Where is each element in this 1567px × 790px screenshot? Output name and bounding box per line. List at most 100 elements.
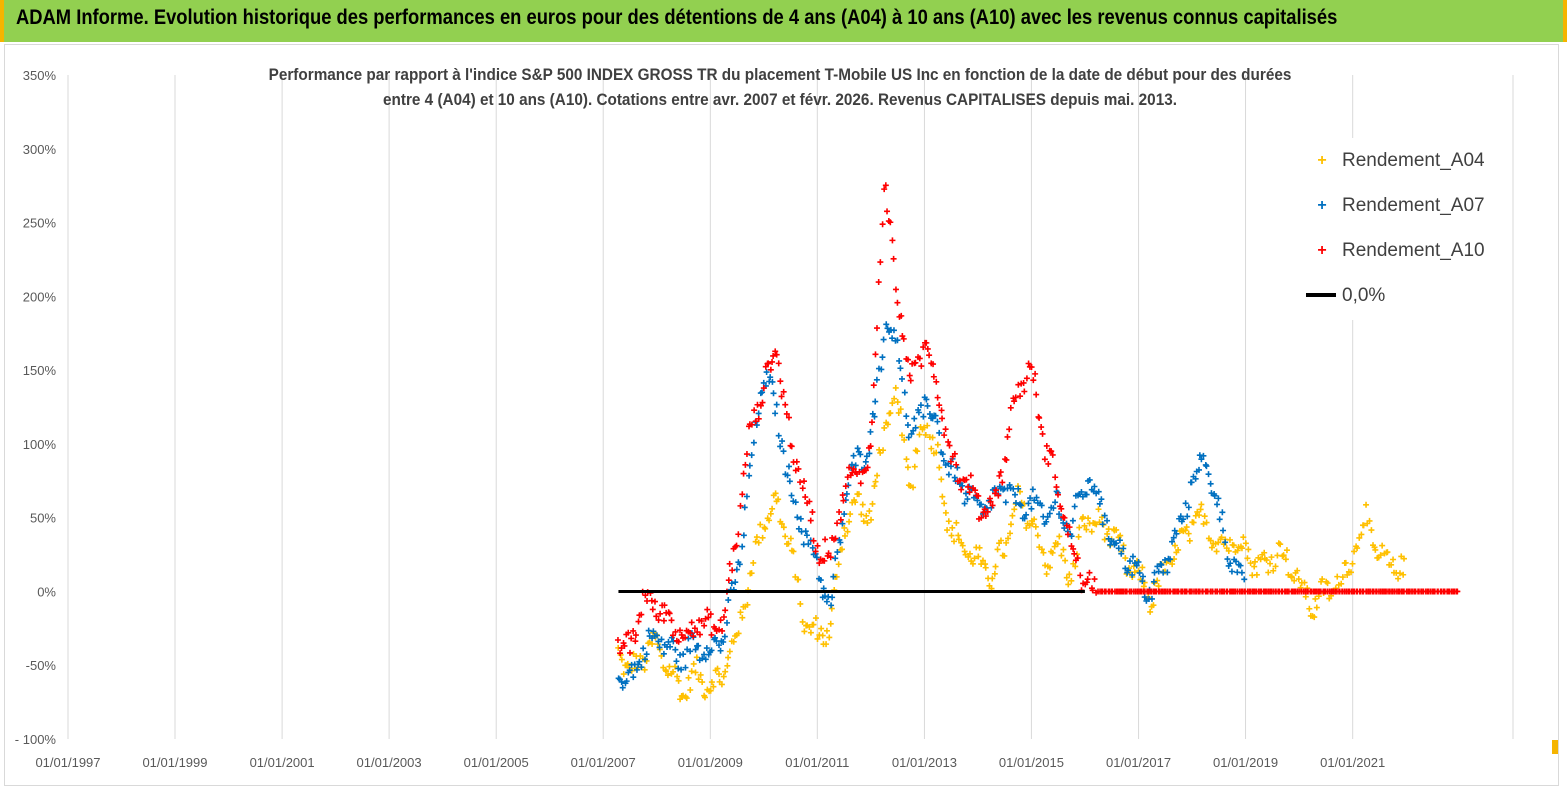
x-tick-label: 01/01/2001	[250, 755, 315, 770]
series-point	[1219, 509, 1226, 516]
series-point	[683, 695, 690, 702]
series-point	[1038, 502, 1045, 509]
series-point	[997, 537, 1004, 544]
series-point	[630, 627, 637, 634]
series-point	[1454, 588, 1461, 595]
series-point	[736, 561, 743, 568]
series-point	[941, 500, 948, 507]
series-point	[722, 668, 729, 675]
series-point	[1311, 614, 1318, 621]
y-tick-label: 100%	[23, 437, 57, 452]
series-point	[946, 442, 953, 449]
series-point	[1021, 388, 1028, 395]
series-point	[790, 548, 797, 555]
series-point	[767, 374, 774, 381]
series-point	[962, 490, 969, 497]
series-point	[1083, 579, 1090, 586]
series-point	[1358, 531, 1365, 538]
legend-marker-a04: +	[1317, 152, 1327, 169]
series-point	[819, 632, 826, 639]
series-point	[996, 472, 1003, 479]
series-point	[917, 402, 924, 409]
series-point	[1023, 525, 1030, 532]
series-point	[896, 357, 903, 364]
series-point	[938, 476, 945, 483]
series-point	[770, 352, 777, 359]
series-point	[687, 687, 694, 694]
series-point	[1188, 479, 1195, 486]
series-point	[1012, 491, 1019, 498]
series-point	[1148, 595, 1155, 602]
series-point	[772, 410, 779, 417]
legend-item-a07: + Rendement_A07	[1292, 191, 1492, 221]
series-point	[1043, 442, 1050, 449]
series-point	[1011, 398, 1018, 405]
series-point	[743, 451, 750, 458]
series-point	[890, 255, 897, 262]
series-point	[1032, 370, 1039, 377]
series-point	[1351, 548, 1358, 555]
series-point	[705, 614, 712, 621]
series-point	[1074, 555, 1081, 562]
series-point	[1230, 542, 1237, 549]
series-point	[971, 555, 978, 562]
chart-title-line-2: entre 4 (A04) et 10 ans (A10). Cotations…	[383, 90, 1177, 109]
series-point	[780, 524, 787, 531]
series-point	[640, 645, 647, 652]
series-point	[708, 631, 715, 638]
series-point	[878, 366, 885, 373]
series-point	[839, 492, 846, 499]
series-point	[982, 564, 989, 571]
series-point	[908, 430, 915, 437]
series-point	[1169, 538, 1176, 545]
series-point	[674, 673, 681, 680]
series-point	[1050, 505, 1057, 512]
series-point	[638, 611, 645, 618]
series-point	[944, 527, 951, 534]
series-point	[978, 501, 985, 508]
series-point	[1009, 512, 1016, 519]
series-point	[670, 668, 677, 675]
series-point	[836, 509, 843, 516]
series-point	[1126, 558, 1133, 565]
series-point	[741, 504, 748, 511]
series-point	[1198, 456, 1205, 463]
series-point	[936, 429, 943, 436]
y-tick-label: -50%	[26, 658, 57, 673]
series-point	[982, 513, 989, 520]
series-point	[1218, 534, 1225, 541]
series-point	[839, 520, 846, 527]
series-point	[966, 489, 973, 496]
y-tick-label: 300%	[23, 142, 57, 157]
series-point	[655, 617, 662, 624]
series-point	[894, 299, 901, 306]
series-point	[866, 508, 873, 515]
series-point	[1120, 545, 1127, 552]
series-point	[857, 480, 864, 487]
series-point	[953, 519, 960, 526]
series-point	[1379, 542, 1386, 549]
series-point	[941, 432, 948, 439]
series-point	[1007, 530, 1014, 537]
series-point	[923, 339, 930, 346]
series-point	[1338, 580, 1345, 587]
series-point	[827, 554, 834, 561]
series-point	[866, 450, 873, 457]
series-point	[823, 641, 830, 648]
series-point	[1291, 577, 1298, 584]
series-point	[675, 665, 682, 672]
series-point	[755, 410, 762, 417]
series-point	[1147, 608, 1154, 615]
series-point	[823, 598, 830, 605]
series-point	[1011, 506, 1018, 513]
series-point	[877, 259, 884, 266]
series-point	[936, 464, 943, 471]
series-point	[1348, 569, 1355, 576]
series-point	[992, 563, 999, 570]
series-point	[732, 579, 739, 586]
series-point	[750, 559, 757, 566]
series-point	[735, 531, 742, 538]
series-point	[889, 237, 896, 244]
series-point	[739, 614, 746, 621]
legend-label-a10: Rendement_A10	[1342, 240, 1485, 261]
